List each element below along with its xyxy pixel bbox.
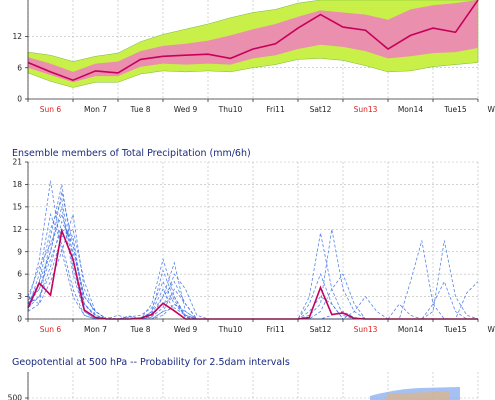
geopotential-inner-band bbox=[385, 391, 450, 400]
top-plume-x-tick-label: Thu10 bbox=[218, 105, 243, 114]
top-plume-x-tick-label: Tue15 bbox=[443, 105, 467, 114]
top-plume-x-tick-label: Mon 7 bbox=[84, 105, 107, 114]
precip-y-ticks: 0 3 6 9 12 15 18 21 bbox=[12, 158, 28, 324]
top-plume-x-tick-label: Mon14 bbox=[398, 105, 424, 114]
precip-y-tick-label: 9 bbox=[17, 247, 22, 256]
precip-x-tick-label: Wed 9 bbox=[174, 325, 198, 334]
top-plume-x-tick-label: Sat12 bbox=[310, 105, 332, 114]
precip-x-tick-label: Sun 6 bbox=[40, 325, 62, 334]
top-plume-panel: 0 6 12 Sun 6 Mon 7 Tue 8 Wed 9 Thu10 Fri11 Sat12… bbox=[12, 0, 495, 114]
top-plume-x-tick-label: Wed16 bbox=[488, 105, 495, 114]
precip-y-tick-label: 12 bbox=[12, 225, 22, 234]
top-plume-y-ticks: 0 6 12 bbox=[12, 32, 28, 104]
precip-x-tick-label: Fri11 bbox=[266, 325, 285, 334]
top-plume-y-tick-label: 0 bbox=[17, 95, 22, 104]
top-plume-x-ticks: Sun 6 Mon 7 Tue 8 Wed 9 Thu10 Fri11 Sat12 Sun13… bbox=[27, 99, 495, 114]
geopotential-y-tick-label: 500 bbox=[8, 394, 23, 400]
precip-x-ticks: Sun 6 Mon 7 Tue 8 Wed 9 Thu10 Fri11 Sat12 Sun13… bbox=[27, 319, 495, 334]
top-plume-x-tick-label: Tue 8 bbox=[130, 105, 151, 114]
geopotential-y-ticks: 500 bbox=[8, 394, 28, 400]
precip-x-tick-label: Sun13 bbox=[354, 325, 378, 334]
top-plume-y-tick-label: 6 bbox=[17, 63, 22, 72]
precip-y-tick-label: 3 bbox=[17, 292, 22, 301]
precip-x-tick-label: Sat12 bbox=[310, 325, 332, 334]
precip-grid bbox=[27, 161, 479, 320]
precip-x-tick-label: Wed16 bbox=[488, 325, 495, 334]
top-plume-x-tick-label: Wed 9 bbox=[174, 105, 198, 114]
geopotential-chart-title: Geopotential at 500 hPa -- Probability f… bbox=[12, 357, 290, 368]
precip-x-tick-label: Mon14 bbox=[398, 325, 424, 334]
top-plume-x-tick-label: Sun 6 bbox=[40, 105, 62, 114]
top-plume-x-tick-label: Sun13 bbox=[354, 105, 378, 114]
top-plume-y-tick-label: 12 bbox=[12, 32, 22, 41]
precip-y-tick-label: 6 bbox=[17, 270, 22, 279]
precip-panel: 0 3 6 9 12 15 18 21 Sun 6 Mon 7 Tue 8 Wed 9 Thu10 Fr… bbox=[12, 158, 495, 334]
precip-x-tick-label: Tue15 bbox=[443, 325, 467, 334]
precip-y-tick-label: 21 bbox=[12, 158, 22, 167]
precip-x-tick-label: Thu10 bbox=[218, 325, 243, 334]
precip-y-tick-label: 15 bbox=[12, 202, 22, 211]
precip-y-tick-label: 0 bbox=[17, 315, 22, 324]
precip-chart-title: Ensemble members of Total Precipitation … bbox=[12, 148, 251, 159]
top-plume-inner-band bbox=[28, 0, 478, 83]
precip-y-tick-label: 18 bbox=[12, 180, 22, 189]
geopotential-panel: 500 bbox=[8, 372, 479, 400]
top-plume-x-tick-label: Fri11 bbox=[266, 105, 285, 114]
precip-x-tick-label: Mon 7 bbox=[84, 325, 107, 334]
precip-x-tick-label: Tue 8 bbox=[130, 325, 151, 334]
top-plume-main-line bbox=[27, 0, 479, 82]
